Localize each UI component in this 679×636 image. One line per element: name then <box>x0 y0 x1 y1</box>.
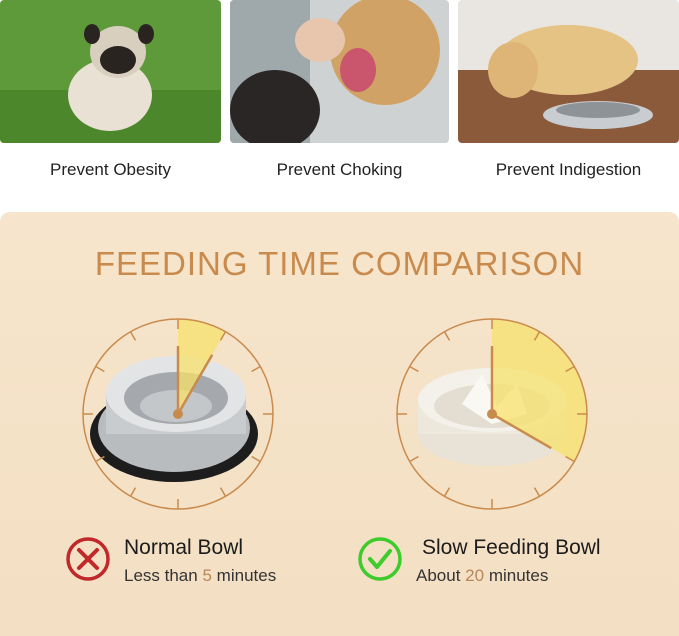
benefit-label-obesity: Prevent Obesity <box>50 160 171 179</box>
time-wedge <box>178 319 226 414</box>
slow-bowl-clock <box>396 318 588 510</box>
clock-tick <box>129 487 137 497</box>
slow-bowl-time: About 20 minutes <box>416 566 548 586</box>
benefit-label-choking: Prevent Choking <box>276 160 403 179</box>
slow-bowl-label: Slow Feeding Bowl <box>422 536 601 559</box>
clock-tick <box>565 365 575 373</box>
pug-photo <box>0 0 221 143</box>
clock-tick <box>95 455 105 463</box>
clock-tick <box>443 331 451 341</box>
clock-hand-end <box>176 354 214 415</box>
clock-center <box>487 409 497 419</box>
check-circle-icon <box>358 537 402 581</box>
time-unit: minutes <box>216 566 277 585</box>
time-value: 5 <box>202 566 212 585</box>
clock-hand-end <box>491 412 552 450</box>
x-circle-icon <box>66 537 110 581</box>
normal-bowl-time: Less than 5 minutes <box>124 566 276 586</box>
section-title: FEEDING TIME COMPARISON <box>94 245 585 282</box>
time-value: 20 <box>465 566 485 585</box>
clock-tick <box>95 365 105 373</box>
clock-tick <box>251 365 261 373</box>
clock-tick <box>409 365 419 373</box>
clock-tick <box>409 455 419 463</box>
clock-center <box>173 409 183 419</box>
dog-choking-photo <box>230 0 449 143</box>
benefit-label-indigestion: Prevent Indigestion <box>495 160 642 179</box>
clock-tick <box>129 331 137 341</box>
time-unit: minutes <box>488 566 549 585</box>
clock-tick <box>565 455 575 463</box>
dog-bowl-photo <box>458 0 679 143</box>
normal-bowl-clock <box>82 318 274 510</box>
clock-tick <box>219 331 227 341</box>
steel-bowl-image <box>90 356 258 482</box>
clock-tick <box>533 331 541 341</box>
clock-tick <box>443 487 451 497</box>
time-prefix: Less than <box>124 566 198 585</box>
clock-tick <box>219 487 227 497</box>
normal-bowl-label: Normal Bowl <box>124 536 244 559</box>
time-wedge <box>492 319 587 462</box>
clock-tick <box>533 487 541 497</box>
clock-tick <box>251 455 261 463</box>
time-prefix: About <box>416 566 461 585</box>
